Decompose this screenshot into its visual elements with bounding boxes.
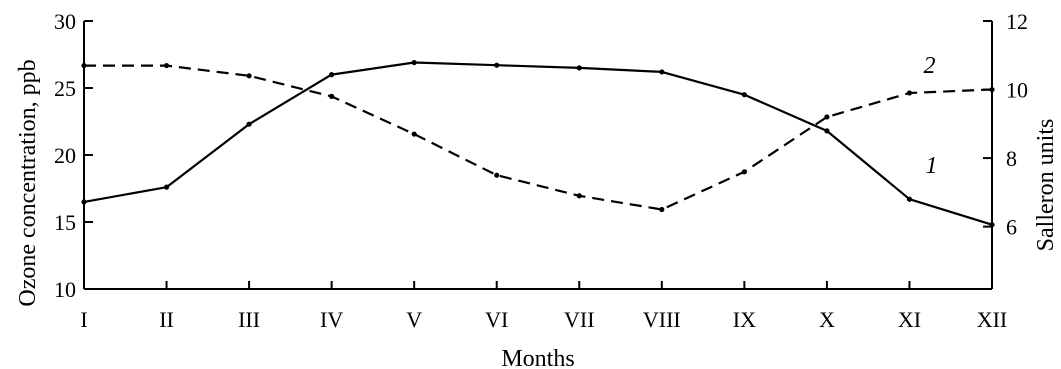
- data-point-series-1: [81, 199, 87, 205]
- data-point-series-1: [494, 62, 500, 68]
- left-tick-label: 20: [54, 143, 76, 168]
- data-point-series-1: [329, 72, 335, 78]
- right-tick-label: 6: [1006, 215, 1017, 240]
- left-tick-label: 25: [54, 76, 76, 101]
- data-point-series-2: [741, 169, 747, 175]
- data-point-series-1: [906, 196, 913, 202]
- data-point-series-1: [989, 222, 995, 228]
- data-point-series-2: [989, 86, 995, 93]
- right-tick-label: 12: [1006, 9, 1028, 34]
- data-point-series-1: [163, 184, 170, 190]
- x-tick-label: II: [159, 307, 174, 332]
- data-point-series-2: [246, 73, 252, 79]
- left-tick-label: 15: [54, 210, 76, 235]
- data-point-series-2: [81, 62, 87, 69]
- data-point-series-2: [329, 93, 335, 99]
- x-tick-label: X: [819, 307, 835, 332]
- left-axis-title: Ozone concentration, ppb: [15, 59, 41, 306]
- data-point-series-2: [824, 114, 830, 120]
- x-tick-label: V: [406, 307, 422, 332]
- series-layer: 12: [81, 53, 995, 228]
- series-label-2: 2: [923, 53, 935, 79]
- right-tick-label: 10: [1006, 78, 1028, 103]
- left-tick-label: 10: [54, 277, 76, 302]
- x-axis-title: Months: [501, 346, 574, 369]
- right-tick-label: 8: [1006, 146, 1017, 171]
- data-point-series-1: [741, 92, 747, 98]
- series-line-2: [84, 64, 993, 211]
- x-tick-label: VII: [564, 307, 595, 332]
- data-point-series-2: [163, 62, 170, 69]
- data-point-series-1: [411, 59, 417, 66]
- x-tick-label: III: [238, 307, 260, 332]
- data-point-series-1: [246, 121, 252, 127]
- x-tick-label: XI: [898, 307, 921, 332]
- series-label-1: 1: [925, 153, 937, 179]
- data-point-series-1: [659, 69, 665, 75]
- x-tick-label: XII: [977, 307, 1008, 332]
- series-line-1: [83, 61, 993, 226]
- data-point-series-2: [411, 131, 417, 137]
- data-point-series-1: [576, 65, 582, 71]
- data-point-series-2: [906, 90, 913, 96]
- x-tick-label: VI: [485, 307, 508, 332]
- x-tick-label: I: [80, 307, 87, 332]
- x-tick-label: VIII: [643, 307, 681, 332]
- x-tick-label: IV: [320, 307, 343, 332]
- right-axis-title: Salleron units: [1033, 119, 1059, 252]
- data-point-series-2: [576, 193, 582, 199]
- data-point-series-2: [494, 172, 500, 178]
- left-tick-label: 30: [54, 9, 76, 34]
- x-tick-label: IX: [733, 307, 756, 332]
- data-point-series-2: [659, 206, 665, 213]
- data-point-series-1: [824, 128, 830, 134]
